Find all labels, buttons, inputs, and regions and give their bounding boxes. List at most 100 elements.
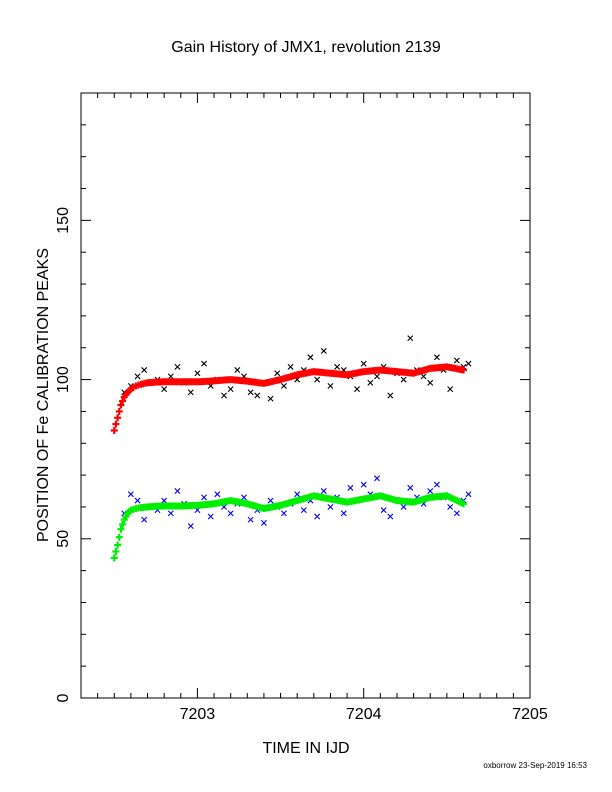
data-point <box>360 360 367 367</box>
data-point <box>287 363 294 370</box>
data-point <box>260 519 267 526</box>
data-point <box>119 397 127 405</box>
data-point <box>307 354 314 361</box>
data-point <box>453 510 460 517</box>
data-point <box>380 507 387 514</box>
data-point <box>347 484 354 491</box>
data-point <box>360 481 367 488</box>
data-point <box>374 373 380 380</box>
data-point <box>114 541 122 549</box>
data-point <box>327 382 334 389</box>
data-point <box>420 373 427 380</box>
data-point <box>400 503 407 510</box>
credit-text: oxborrow 23-Sep-2019 16:53 <box>483 761 587 770</box>
data-point <box>459 500 467 508</box>
data-point <box>300 507 307 514</box>
data-point <box>340 510 347 517</box>
data-point <box>161 497 168 504</box>
x-tick-label: 7203 <box>180 706 216 723</box>
data-point <box>174 488 181 495</box>
series-1 <box>110 363 467 435</box>
y-tick-label: 0 <box>55 693 72 702</box>
data-point <box>334 363 341 370</box>
data-point <box>447 386 454 393</box>
data-point <box>174 363 181 370</box>
data-point <box>207 513 214 520</box>
data-point <box>427 379 434 386</box>
data-point <box>115 407 123 415</box>
data-point <box>367 379 374 386</box>
data-series <box>110 335 472 562</box>
data-point <box>433 354 440 361</box>
data-point <box>110 427 118 435</box>
data-point <box>117 525 125 533</box>
x-axis-label: TIME IN IJD <box>262 740 349 757</box>
data-point <box>247 389 254 396</box>
data-point <box>114 414 122 422</box>
data-point <box>314 376 321 383</box>
data-point <box>214 491 221 498</box>
data-point <box>112 420 120 428</box>
tick-labels: 7203 7204 7205 0 50 100 150 <box>55 207 548 723</box>
data-point <box>201 494 208 501</box>
data-point <box>459 366 467 374</box>
data-point <box>234 367 241 374</box>
data-point <box>294 491 301 498</box>
data-point <box>407 484 414 491</box>
axis-ticks <box>80 92 531 699</box>
data-point <box>127 491 134 498</box>
data-point <box>387 513 394 520</box>
data-point <box>134 373 141 380</box>
data-point <box>254 392 261 399</box>
data-point <box>280 510 287 517</box>
data-point <box>240 494 247 501</box>
data-point <box>314 513 321 520</box>
data-point <box>117 401 125 409</box>
data-point <box>112 548 120 556</box>
data-point <box>320 347 327 354</box>
data-point <box>453 357 460 364</box>
series-3 <box>110 492 467 562</box>
data-point <box>187 389 194 396</box>
data-point <box>134 497 141 504</box>
data-point <box>354 386 361 393</box>
chart-title: Gain History of JMX1, revolution 2139 <box>171 39 441 56</box>
x-tick-label: 7204 <box>346 706 382 723</box>
y-tick-label: 150 <box>55 207 72 234</box>
x-tick-label: 7205 <box>512 706 548 723</box>
data-point <box>400 376 407 383</box>
data-point <box>227 510 234 517</box>
data-point <box>465 491 472 498</box>
data-point <box>374 475 380 482</box>
data-point <box>427 488 434 495</box>
y-tick-label: 50 <box>55 530 72 548</box>
data-point <box>447 503 454 510</box>
data-point <box>201 360 208 367</box>
data-point <box>187 523 194 530</box>
data-point <box>247 516 254 523</box>
data-point <box>387 392 394 399</box>
data-point <box>110 554 118 562</box>
data-point <box>433 481 440 488</box>
data-point <box>407 335 414 342</box>
data-point <box>280 382 287 389</box>
data-point <box>194 370 201 377</box>
data-point <box>327 503 334 510</box>
y-tick-label: 100 <box>55 366 72 393</box>
data-point <box>267 497 274 504</box>
data-point <box>141 516 148 523</box>
data-point <box>227 386 234 393</box>
y-axis-label: POSITION OF Fe CALIBRATION PEAKS <box>35 248 52 542</box>
data-point <box>221 392 228 399</box>
data-point <box>119 520 127 528</box>
data-point <box>274 370 281 377</box>
data-point <box>141 367 148 374</box>
data-point <box>320 488 327 495</box>
plot-frame <box>80 92 531 699</box>
data-point <box>161 386 168 393</box>
data-point <box>267 395 274 402</box>
data-point <box>465 360 472 367</box>
data-point <box>167 373 174 380</box>
data-point <box>115 533 123 541</box>
